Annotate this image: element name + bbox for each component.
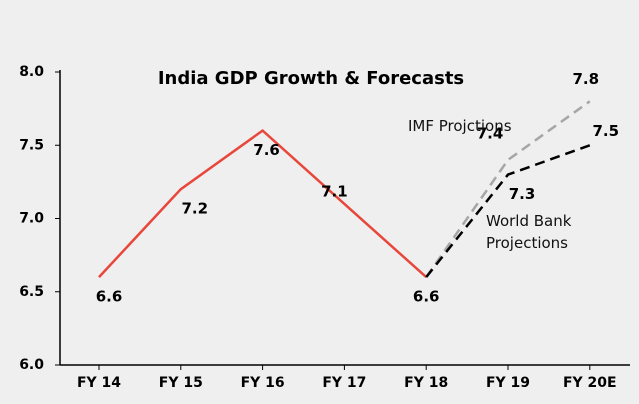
data-label: 7.8 <box>573 70 600 88</box>
x-tick-label: FY 18 <box>404 375 448 391</box>
y-tick-label: 6.0 <box>19 357 44 373</box>
data-label: 6.6 <box>96 288 123 306</box>
x-tick-label: FY 14 <box>77 375 121 391</box>
x-tick-label: FY 19 <box>486 375 530 391</box>
y-tick-label: 7.5 <box>19 137 44 153</box>
wb-annotation: World Bank Projections <box>486 212 572 252</box>
x-tick-label: FY 15 <box>159 375 203 391</box>
series-line <box>425 100 591 278</box>
y-tick-label: 6.5 <box>19 284 44 300</box>
y-tick-label: 8.0 <box>19 64 44 80</box>
imf-annotation: IMF Projctions <box>408 117 512 135</box>
x-tick-label: FY 20E <box>563 375 617 391</box>
data-label: 6.6 <box>413 288 440 306</box>
x-tick-label: FY 17 <box>322 375 366 391</box>
data-label: 7.5 <box>593 122 620 140</box>
series-line <box>425 144 591 278</box>
data-label: 7.3 <box>509 185 536 203</box>
data-label: 7.6 <box>253 141 280 159</box>
data-label: 7.2 <box>182 200 209 218</box>
series-line <box>98 128 428 279</box>
chart-title: India GDP Growth & Forecasts <box>158 68 464 89</box>
data-label: 7.4 <box>477 124 504 142</box>
x-tick-label: FY 16 <box>241 375 285 391</box>
data-label: 7.1 <box>321 182 348 200</box>
y-tick-label: 7.0 <box>19 211 44 227</box>
